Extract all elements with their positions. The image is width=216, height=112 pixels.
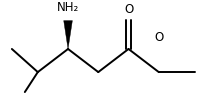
Text: NH₂: NH₂ [57, 1, 79, 14]
Text: O: O [124, 3, 133, 16]
Text: O: O [154, 31, 163, 44]
Polygon shape [64, 21, 72, 49]
